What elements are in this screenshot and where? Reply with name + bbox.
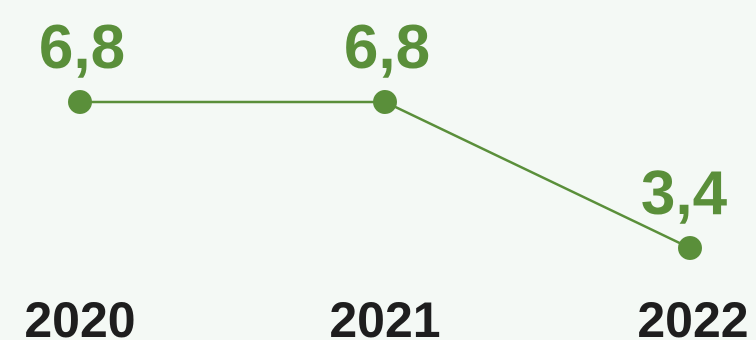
x-axis-ticks: 2020 2021 2022: [24, 292, 748, 340]
data-point-2021: [373, 90, 397, 114]
data-label-2020: 6,8: [39, 13, 125, 82]
data-point-2020: [68, 90, 92, 114]
data-label-2022: 3,4: [641, 159, 728, 228]
data-labels: 6,8 6,8 3,4: [39, 13, 728, 228]
series-points: [68, 90, 702, 260]
series-line-segment: [384, 100, 691, 250]
x-tick-label-2020: 2020: [24, 292, 135, 340]
series-lines: [80, 100, 691, 250]
data-label-2021: 6,8: [344, 13, 430, 82]
x-tick-label-2021: 2021: [329, 292, 440, 340]
x-tick-label-2022: 2022: [637, 292, 748, 340]
data-point-2022: [678, 236, 702, 260]
